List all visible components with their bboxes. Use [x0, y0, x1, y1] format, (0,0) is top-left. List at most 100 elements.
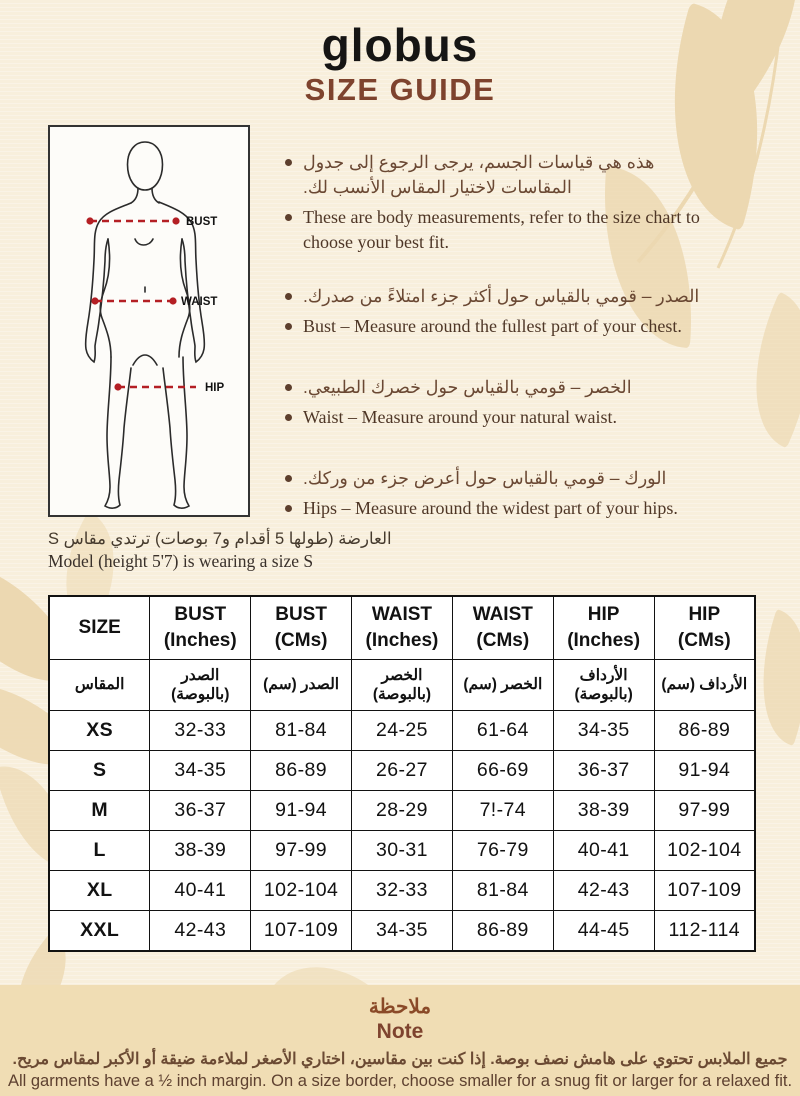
bullet-dot-icon — [285, 475, 292, 483]
column-header-ar: الصدر (سم) — [250, 659, 353, 711]
model-note-ar: العارضة (طولها 5 أقدام و7 بوصات) ترتدي م… — [48, 530, 392, 548]
bust-label: BUST — [186, 216, 217, 228]
mannequin-outline — [84, 141, 206, 509]
measurement-cell: 32-33 — [149, 710, 252, 751]
column-header-ar: المقاس — [48, 659, 151, 711]
measurement-cell: 38-39 — [149, 830, 252, 871]
measurement-cell: 34-35 — [552, 710, 655, 751]
measurement-cell: 36-37 — [552, 750, 655, 791]
size-cell: XXL — [48, 910, 151, 952]
measurement-cell: 40-41 — [552, 830, 655, 871]
hip-label: HIP — [205, 382, 225, 394]
measurement-cell: 42-43 — [149, 910, 252, 952]
bullet-group-bust: الصدر – قومي بالقياس حول أكثر جزء امتلاء… — [285, 284, 723, 339]
measurement-cell: 91-94 — [653, 750, 756, 791]
list-item: Hips – Measure around the widest part of… — [285, 496, 723, 521]
column-header: HIP (CMs) — [653, 595, 756, 660]
note-heading-ar: ملاحظة — [368, 996, 432, 1018]
list-item: These are body measurements, refer to th… — [285, 205, 723, 255]
measurement-cell: 32-33 — [351, 870, 453, 911]
column-header: WAIST (CMs) — [451, 595, 554, 660]
measurement-cell: 24-25 — [351, 710, 453, 751]
list-item: الورك – قومي بالقياس حول أعرض جزء من ورك… — [285, 466, 723, 491]
table-row: S 34-35 86-89 26-27 66-69 36-37 91-94 — [48, 750, 756, 791]
measurement-cell: 34-35 — [149, 750, 252, 791]
note-body-en: All garments have a ½ inch margin. On a … — [7, 1072, 793, 1090]
bullet-dot-icon — [285, 384, 292, 392]
measurement-cell: 81-84 — [451, 870, 554, 911]
bullet-dot-icon — [285, 159, 292, 166]
waist-label: WAIST — [181, 296, 217, 308]
column-header-ar: الخصر (سم) — [451, 659, 554, 711]
column-header: HIP (Inches) — [552, 595, 655, 660]
measure-lines — [90, 219, 196, 389]
measurement-cell: 86-89 — [250, 750, 353, 791]
size-cell: M — [48, 790, 151, 831]
instruction-text-en: Waist – Measure around your natural wais… — [303, 406, 617, 427]
measurement-cell: 97-99 — [653, 790, 756, 831]
measure-dots — [86, 217, 180, 391]
body-figure-graphic: BUST WAIST HIP — [84, 141, 225, 509]
column-header-ar: الخصر (بالبوصة) — [351, 659, 453, 711]
bullet-group-general: هذه هي قياسات الجسم، يرجى الرجوع إلى جدو… — [285, 150, 723, 255]
table-row: XS 32-33 81-84 24-25 61-64 34-35 86-89 — [48, 710, 756, 751]
table-row: L 38-39 97-99 30-31 76-79 40-41 102-104 — [48, 830, 756, 871]
bullet-dot-icon — [285, 293, 292, 301]
size-cell: XS — [48, 710, 151, 751]
table-row: M 36-37 91-94 28-29 7!-74 38-39 97-99 — [48, 790, 756, 831]
instruction-text-ar: الخصر – قومي بالقياس حول خصرك الطبيعي. — [303, 377, 632, 398]
instruction-text-ar: الصدر – قومي بالقياس حول أكثر جزء امتلاء… — [303, 286, 700, 307]
list-item: الصدر – قومي بالقياس حول أكثر جزء امتلاء… — [285, 284, 723, 309]
measurement-cell: 102-104 — [250, 870, 353, 911]
bullet-dot-icon — [285, 413, 292, 421]
list-item: الخصر – قومي بالقياس حول خصرك الطبيعي. — [285, 375, 723, 400]
list-item: Waist – Measure around your natural wais… — [285, 405, 723, 430]
column-header-ar: الأرداف (سم) — [653, 659, 756, 711]
measurement-cell: 44-45 — [552, 910, 655, 952]
measurement-cell: 28-29 — [351, 790, 453, 831]
table-row: XL 40-41 102-104 32-33 81-84 42-43 107-109 — [48, 870, 756, 911]
bullet-group-waist: الخصر – قومي بالقياس حول خصرك الطبيعي. W… — [285, 375, 723, 430]
measurement-cell: 34-35 — [351, 910, 453, 952]
measurement-cell: 26-27 — [351, 750, 453, 791]
measurement-cell: 112-114 — [653, 910, 756, 952]
size-rows: XS 32-33 81-84 24-25 61-64 34-35 86-89 S 34-35 86… — [48, 710, 756, 952]
column-header-ar: الأرداف (بالبوصة) — [552, 659, 655, 711]
measurement-cell: 76-79 — [451, 830, 554, 871]
note-body-ar: جميع الملابس تحتوي على هامش نصف بوصة. إذ… — [12, 1051, 788, 1068]
size-chart-table: SIZE BUST (Inches) BUST (CMs) WAIST (Inc… — [48, 595, 756, 952]
measurement-cell: 86-89 — [451, 910, 554, 952]
instruction-text-en: Hips – Measure around the widest part of… — [303, 497, 678, 518]
body-measurement-diagram: BUST WAIST HIP — [48, 125, 250, 517]
model-size-note: العارضة (طولها 5 أقدام و7 بوصات) ترتدي م… — [48, 529, 508, 572]
instruction-text-ar: هذه هي قياسات الجسم، يرجى الرجوع إلى جدو… — [303, 152, 655, 197]
table-row: XXL 42-43 107-109 34-35 86-89 44-45 112-114 — [48, 910, 756, 952]
column-header: SIZE — [48, 595, 151, 660]
list-item: هذه هي قياسات الجسم، يرجى الرجوع إلى جدو… — [285, 150, 723, 200]
page-title: SIZE GUIDE — [304, 72, 496, 107]
measurement-cell: 40-41 — [149, 870, 252, 911]
column-header: WAIST (Inches) — [351, 595, 453, 660]
bullet-dot-icon — [285, 322, 292, 330]
measurement-cell: 81-84 — [250, 710, 353, 751]
note-heading-en: Note — [376, 1020, 424, 1043]
measurement-cell: 7!-74 — [451, 790, 554, 831]
measurement-cell: 97-99 — [250, 830, 353, 871]
measurement-cell: 61-64 — [451, 710, 554, 751]
model-note-en: Model (height 5'7) is wearing a size S — [48, 551, 314, 571]
brand-logo: globus — [321, 19, 479, 71]
measurement-cell: 38-39 — [552, 790, 655, 831]
instructions-list: هذه هي قياسات الجسم، يرجى الرجوع إلى جدو… — [285, 150, 723, 546]
instruction-text-ar: الورك – قومي بالقياس حول أعرض جزء من ورك… — [303, 468, 667, 489]
instruction-text-en: These are body measurements, refer to th… — [303, 206, 700, 252]
size-chart-body: SIZE BUST (Inches) BUST (CMs) WAIST (Inc… — [48, 595, 756, 711]
size-cell: L — [48, 830, 151, 871]
measurement-cell: 36-37 — [149, 790, 252, 831]
list-item: Bust – Measure around the fullest part o… — [285, 314, 723, 339]
bullet-dot-icon — [285, 213, 292, 221]
measurement-cell: 107-109 — [653, 870, 756, 911]
instruction-text-en: Bust – Measure around the fullest part o… — [303, 315, 682, 336]
size-cell: XL — [48, 870, 151, 911]
column-header: BUST (CMs) — [250, 595, 353, 660]
